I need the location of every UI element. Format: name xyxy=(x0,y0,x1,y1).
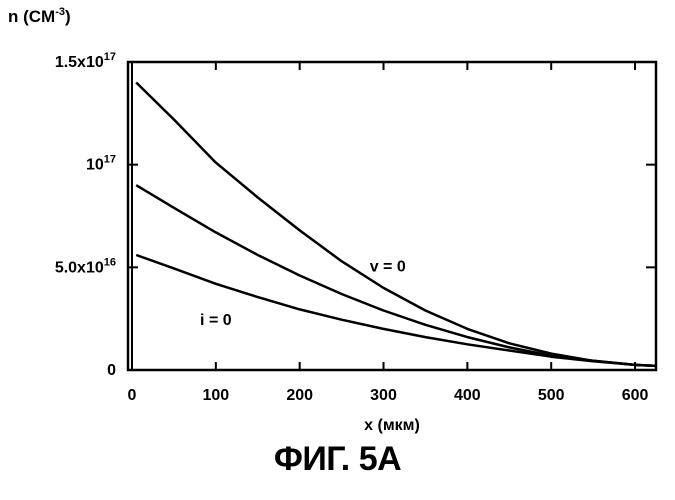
series-line-3 xyxy=(135,253,657,368)
plot-frame xyxy=(126,60,658,372)
x-tick-label-6: 600 xyxy=(622,387,649,404)
series-lines xyxy=(135,81,657,368)
x-tick-label-5: 500 xyxy=(538,387,565,404)
series-line-2 xyxy=(135,184,657,368)
x-tick-label-3: 300 xyxy=(370,387,397,404)
y-tick-label-1: 5.0x1016 xyxy=(55,256,116,276)
y-axis-label: n (CM-3) xyxy=(8,6,71,26)
y-tick-label-3: 1.5x1017 xyxy=(55,51,116,71)
y-tick-label-2: 1017 xyxy=(86,154,116,174)
x-axis-label: x (мкм) xyxy=(364,417,420,434)
annotation-2: i = 0 xyxy=(200,312,232,329)
x-tick-label-2: 200 xyxy=(286,387,313,404)
figure-caption: ФИГ. 5А xyxy=(273,440,402,478)
x-tick-label-1: 100 xyxy=(202,387,229,404)
curve-annotations: v = 0 i = 0 xyxy=(200,258,406,328)
y-tick-label-0: 0 xyxy=(107,362,116,379)
annotation-1: v = 0 xyxy=(370,258,406,275)
x-tick-label-4: 400 xyxy=(454,387,481,404)
x-tick-label-0: 0 xyxy=(128,387,137,404)
axis-ticks: 0 100 200 300 400 500 600 0 5.0x1016 1017 1.5x1017 xyxy=(55,51,656,404)
